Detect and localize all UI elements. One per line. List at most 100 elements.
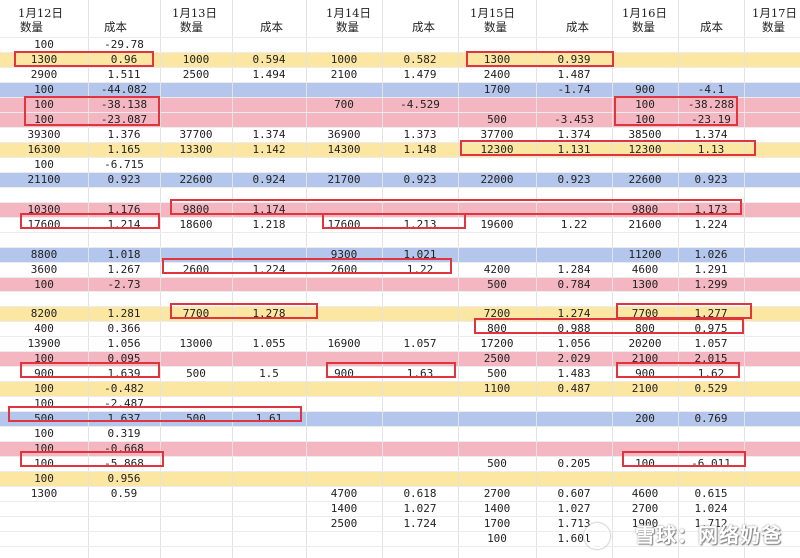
quantity-cell: 36900	[327, 127, 361, 141]
quantity-cell: 14300	[327, 142, 361, 156]
cost-cell: 1.224	[694, 217, 728, 231]
cost-cell: 0.956	[107, 472, 141, 486]
quantity-cell: 1300	[30, 487, 58, 501]
cost-cell: 0.59	[110, 487, 138, 501]
cost-cell: 1.267	[107, 262, 141, 276]
quantity-cell: 100	[34, 277, 54, 291]
cost-cell: 1.637	[107, 412, 141, 426]
row-gridline	[0, 336, 800, 338]
cost-header: 成本	[700, 20, 723, 34]
cost-cell: 1.374	[252, 127, 286, 141]
quantity-cell: 1300	[483, 52, 511, 66]
highlight-box	[614, 96, 738, 126]
quantity-cell: 400	[34, 322, 54, 336]
column-gridline	[458, 0, 459, 558]
quantity-header: 数量	[20, 20, 43, 34]
cost-cell: 0.594	[252, 52, 286, 66]
column-gridline	[612, 0, 613, 558]
cost-cell: 1.13	[697, 142, 725, 156]
cost-cell: 1.218	[252, 217, 286, 231]
quantity-cell: 100	[487, 532, 507, 545]
cost-cell: -2.73	[107, 277, 141, 291]
quantity-cell: 1400	[330, 502, 358, 516]
quantity-cell: 100	[34, 382, 54, 396]
cost-cell: 1.22	[560, 217, 588, 231]
row-gridline	[0, 486, 800, 488]
quantity-header: 数量	[632, 20, 655, 34]
row-gridline	[0, 141, 800, 143]
quantity-cell: 100	[34, 82, 54, 96]
quantity-cell: 700	[334, 97, 354, 111]
cost-cell: 1.376	[107, 127, 141, 141]
cost-cell: -0.482	[104, 382, 144, 396]
quantity-cell: 200	[635, 412, 655, 426]
quantity-cell: 2100	[330, 67, 358, 81]
quantity-cell: 100	[635, 97, 655, 111]
cost-cell: 0.205	[557, 457, 591, 471]
row-gridline	[0, 186, 800, 188]
quantity-cell: 500	[186, 412, 206, 426]
quantity-cell: 8800	[30, 247, 58, 261]
cost-header: 成本	[566, 20, 589, 34]
cost-cell: 1.5	[259, 367, 279, 381]
cost-cell: 0.784	[557, 277, 591, 291]
column-gridline	[382, 0, 383, 558]
row-stripe	[0, 246, 800, 262]
highlight-box	[616, 303, 752, 319]
cost-cell: 1.601	[557, 532, 591, 545]
highlight-box	[466, 51, 614, 67]
row-gridline	[0, 306, 800, 308]
row-stripe	[0, 441, 800, 457]
quantity-cell: 9800	[182, 202, 210, 216]
row-gridline	[0, 545, 800, 547]
quantity-header: 数量	[762, 20, 785, 34]
quantity-cell: 21600	[628, 217, 662, 231]
cost-cell: -38.138	[100, 97, 148, 111]
row-gridline	[0, 531, 800, 532]
highlight-box	[322, 213, 466, 229]
quantity-cell: 1300	[631, 277, 659, 291]
cost-cell: -44.082	[100, 82, 148, 96]
highlight-box	[622, 451, 746, 467]
cost-cell: -4.1	[697, 82, 725, 96]
quantity-cell: 100	[34, 472, 54, 486]
cost-cell: 0.618	[403, 487, 437, 501]
row-stripe	[0, 411, 800, 427]
quantity-cell: 500	[186, 367, 206, 381]
row-gridline	[0, 321, 800, 323]
cost-cell: 0.615	[694, 487, 728, 501]
quantity-cell: 100	[34, 427, 54, 441]
highlight-box	[616, 362, 740, 378]
snowball-logo-icon	[584, 523, 610, 549]
row-gridline	[0, 156, 800, 158]
row-gridline	[0, 37, 800, 38]
quantity-cell: 1400	[483, 502, 511, 516]
cost-cell: 0.923	[403, 172, 437, 186]
highlight-box	[24, 96, 160, 126]
quantity-cell: 9300	[330, 247, 358, 261]
quantity-cell: 21700	[327, 172, 361, 186]
cost-cell: 1.176	[107, 202, 141, 216]
quantity-cell: 1900	[631, 517, 659, 531]
quantity-cell: 2100	[631, 382, 659, 396]
quantity-cell: 22600	[628, 172, 662, 186]
column-gridline	[160, 0, 161, 558]
cost-cell: 0.939	[557, 52, 591, 66]
cost-cell: 1.056	[557, 337, 591, 351]
cost-header: 成本	[104, 20, 127, 34]
quantity-cell: 1700	[483, 517, 511, 531]
cost-cell: 1.021	[403, 247, 437, 261]
cost-cell: -23.19	[691, 112, 731, 126]
row-gridline	[0, 201, 800, 203]
quantity-cell: 11200	[628, 247, 662, 261]
column-gridline	[88, 0, 89, 558]
quantity-cell: 100	[34, 157, 54, 171]
row-gridline	[0, 276, 800, 278]
quantity-cell: 22600	[179, 172, 213, 186]
quantity-cell: 13000	[179, 337, 213, 351]
quantity-cell: 3600	[30, 262, 58, 276]
cost-cell: 0.319	[107, 427, 141, 441]
row-stripe	[0, 276, 800, 292]
quantity-cell: 4600	[631, 262, 659, 276]
